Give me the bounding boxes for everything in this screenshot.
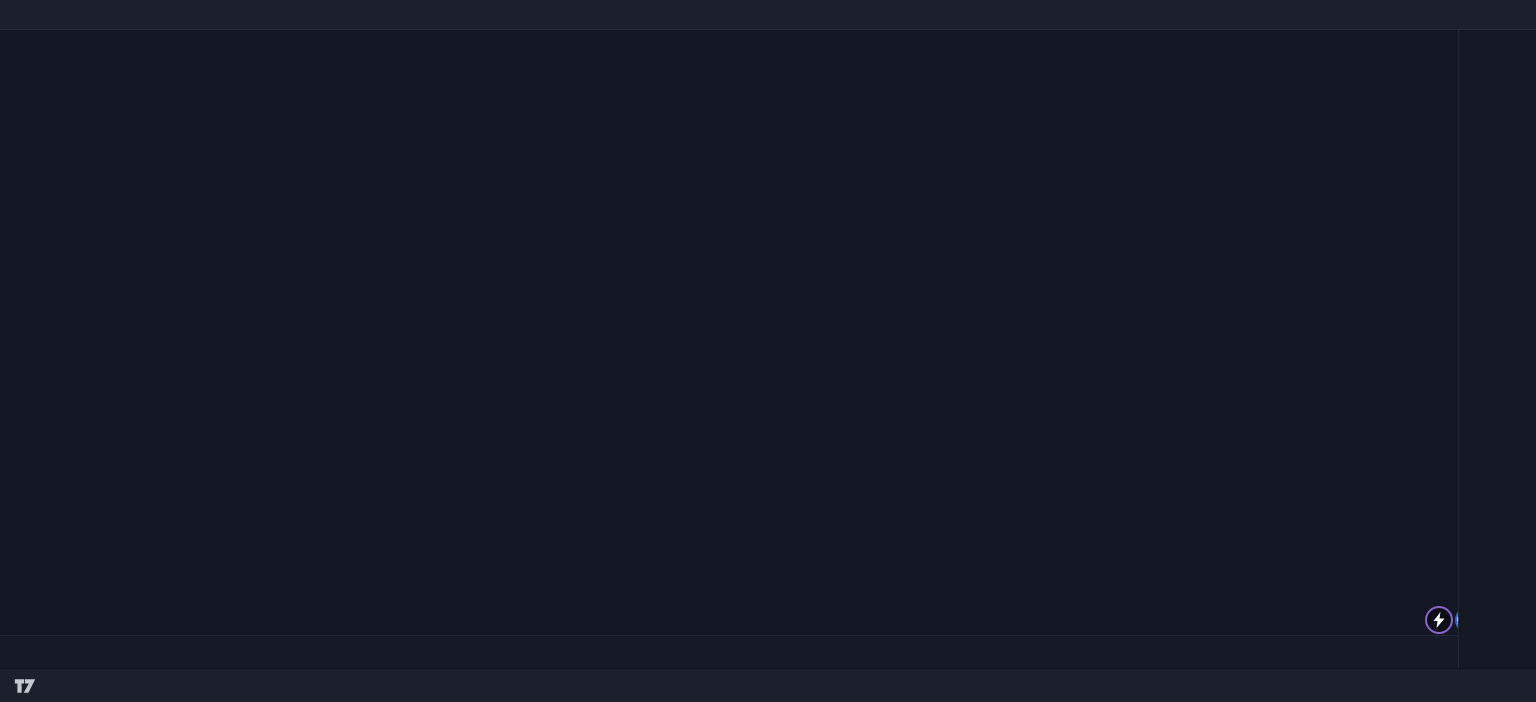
time-axis[interactable] <box>0 635 1458 668</box>
chart-legend <box>16 36 26 70</box>
candlestick-chart[interactable] <box>0 30 1458 635</box>
footer-bar <box>0 668 1536 702</box>
tradingview-logo-icon <box>14 678 36 693</box>
tradingview-logo[interactable] <box>14 676 43 696</box>
lightning-button[interactable] <box>1425 606 1453 634</box>
publish-bar <box>0 0 1536 30</box>
lightning-icon <box>1433 612 1445 628</box>
price-axis[interactable] <box>1458 30 1536 668</box>
